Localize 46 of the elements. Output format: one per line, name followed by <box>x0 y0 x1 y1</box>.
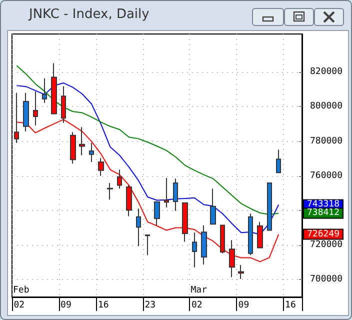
candlestick <box>248 213 253 256</box>
candlestick <box>257 221 263 249</box>
candlestick <box>51 62 57 114</box>
y-tick-label: 720000 <box>310 240 343 250</box>
candlestick <box>89 142 94 163</box>
candlestick <box>192 232 197 268</box>
candlestick <box>33 90 38 126</box>
candlestick <box>154 201 160 226</box>
x-tick-label: 16 <box>285 300 296 310</box>
line-series <box>16 65 280 215</box>
candlestick <box>220 224 225 254</box>
x-tick-label: 02 <box>192 300 202 310</box>
candlestick <box>98 158 104 176</box>
y-tick-label: 760000 <box>310 170 343 181</box>
chart-title: JNKC - Index, Daily <box>29 7 150 22</box>
candlestick <box>267 182 272 231</box>
candlestick <box>117 169 122 190</box>
text: 738412 <box>307 208 340 218</box>
candlestick <box>210 188 216 225</box>
candlestick <box>70 132 76 164</box>
y-tick-label: 700000 <box>310 274 343 285</box>
y-tick-label: 780000 <box>310 136 343 146</box>
annotation: Feb <box>13 286 30 296</box>
candlestick <box>276 149 281 174</box>
candlestick <box>42 78 47 104</box>
candlestick <box>164 177 169 208</box>
x-tick-label: 09 <box>238 300 250 310</box>
y-tick-label: 820000 <box>310 67 343 78</box>
text: 726249 <box>307 229 340 240</box>
candlestick <box>126 184 132 217</box>
x-tick-label: 09 <box>60 300 72 310</box>
candlestick <box>23 92 29 132</box>
candlestick <box>79 126 85 156</box>
candlestick <box>145 234 150 256</box>
candlestick <box>173 178 178 212</box>
x-tick-label: 16 <box>98 300 109 310</box>
x-tick-label: 02 <box>14 300 25 310</box>
candlestick <box>182 202 188 242</box>
candlestick <box>201 224 207 265</box>
x-tick-label: 23 <box>144 300 156 310</box>
line-series <box>16 82 280 236</box>
candlestick <box>238 264 244 280</box>
candlestick <box>136 208 141 247</box>
candlestick <box>107 182 113 200</box>
y-tick-label: 800000 <box>310 102 343 112</box>
annotation: Mar <box>190 286 208 296</box>
